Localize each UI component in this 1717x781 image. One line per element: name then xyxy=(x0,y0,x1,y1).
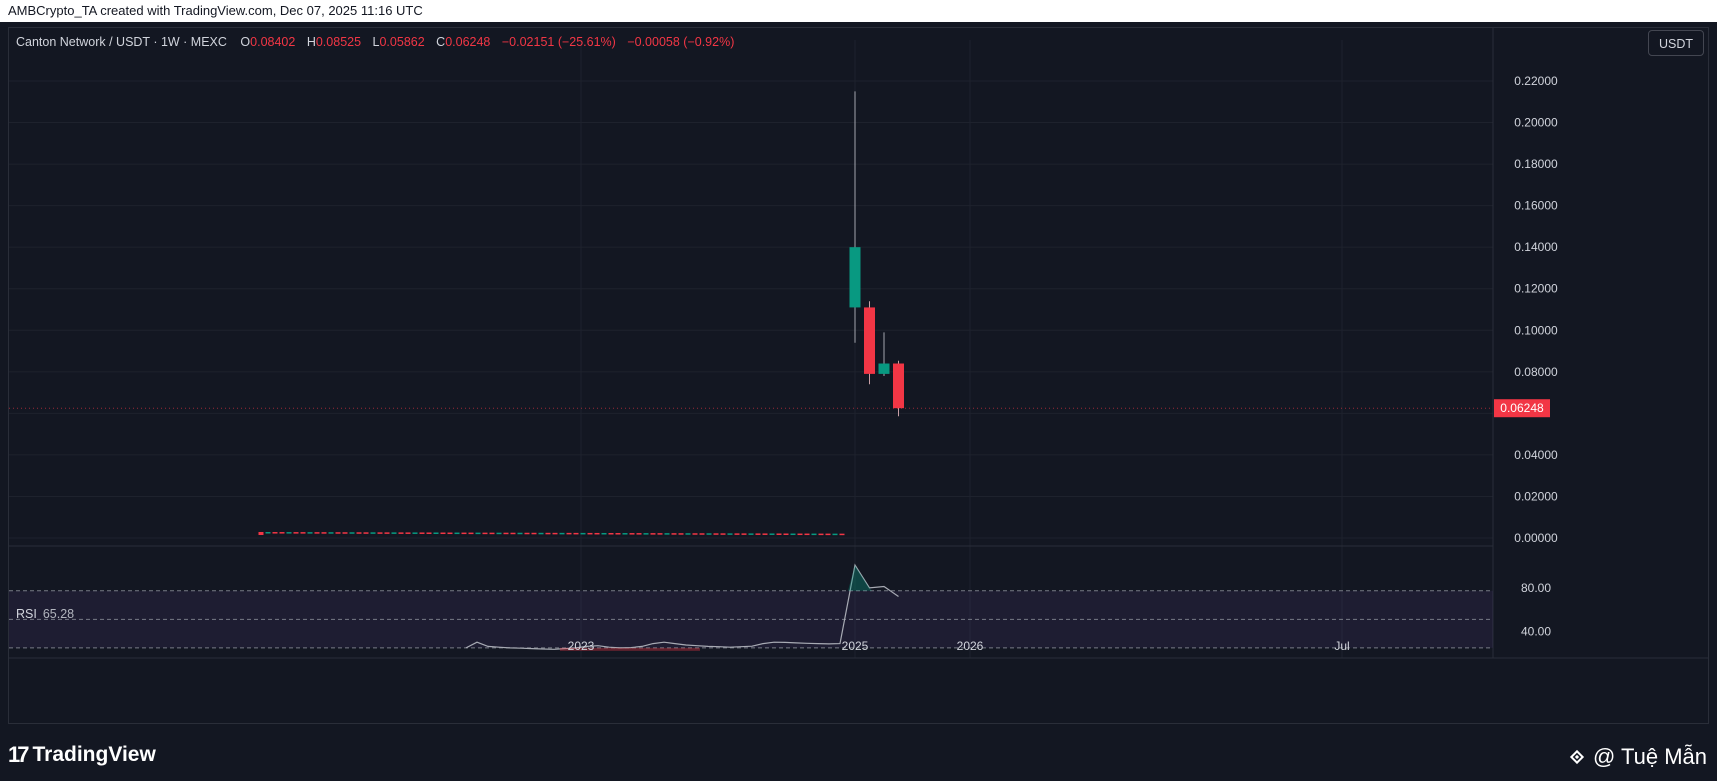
rsi-legend: RSI 65.28 xyxy=(16,607,74,621)
chart-frame[interactable] xyxy=(8,27,1709,724)
open-label: O xyxy=(240,35,251,49)
tradingview-logo: 17 TradingView xyxy=(8,742,156,768)
attribution-bar: AMBCrypto_TA created with TradingView.co… xyxy=(0,0,1717,22)
rsi-label: RSI xyxy=(16,607,37,621)
symbol-title[interactable]: Canton Network / USDT · 1W · MEXC xyxy=(16,35,227,49)
binance-icon xyxy=(1569,749,1585,765)
high-label: H xyxy=(306,35,316,49)
rsi-value: 65.28 xyxy=(42,607,75,621)
close-value: 0.06248 xyxy=(445,35,491,49)
change2-value: −0.00058 (−0.92%) xyxy=(627,35,735,49)
tradingview-logo-icon: 17 xyxy=(8,742,30,767)
attribution-text: AMBCrypto_TA created with TradingView.co… xyxy=(8,3,423,18)
low-label: L xyxy=(372,35,380,49)
signature: @ Tuệ Mẫn xyxy=(1567,744,1707,770)
signature-text: @ Tuệ Mẫn xyxy=(1592,744,1707,769)
currency-button[interactable]: USDT xyxy=(1648,30,1704,56)
ohlc-legend: Canton Network / USDT · 1W · MEXC O0.084… xyxy=(16,33,742,51)
close-label: C xyxy=(436,35,446,49)
tradingview-brand: TradingView xyxy=(32,743,156,766)
low-value: 0.05862 xyxy=(379,35,425,49)
change-value: −0.02151 (−25.61%) xyxy=(501,35,616,49)
footer xyxy=(0,731,1717,781)
open-value: 0.08402 xyxy=(250,35,296,49)
high-value: 0.08525 xyxy=(315,35,362,49)
